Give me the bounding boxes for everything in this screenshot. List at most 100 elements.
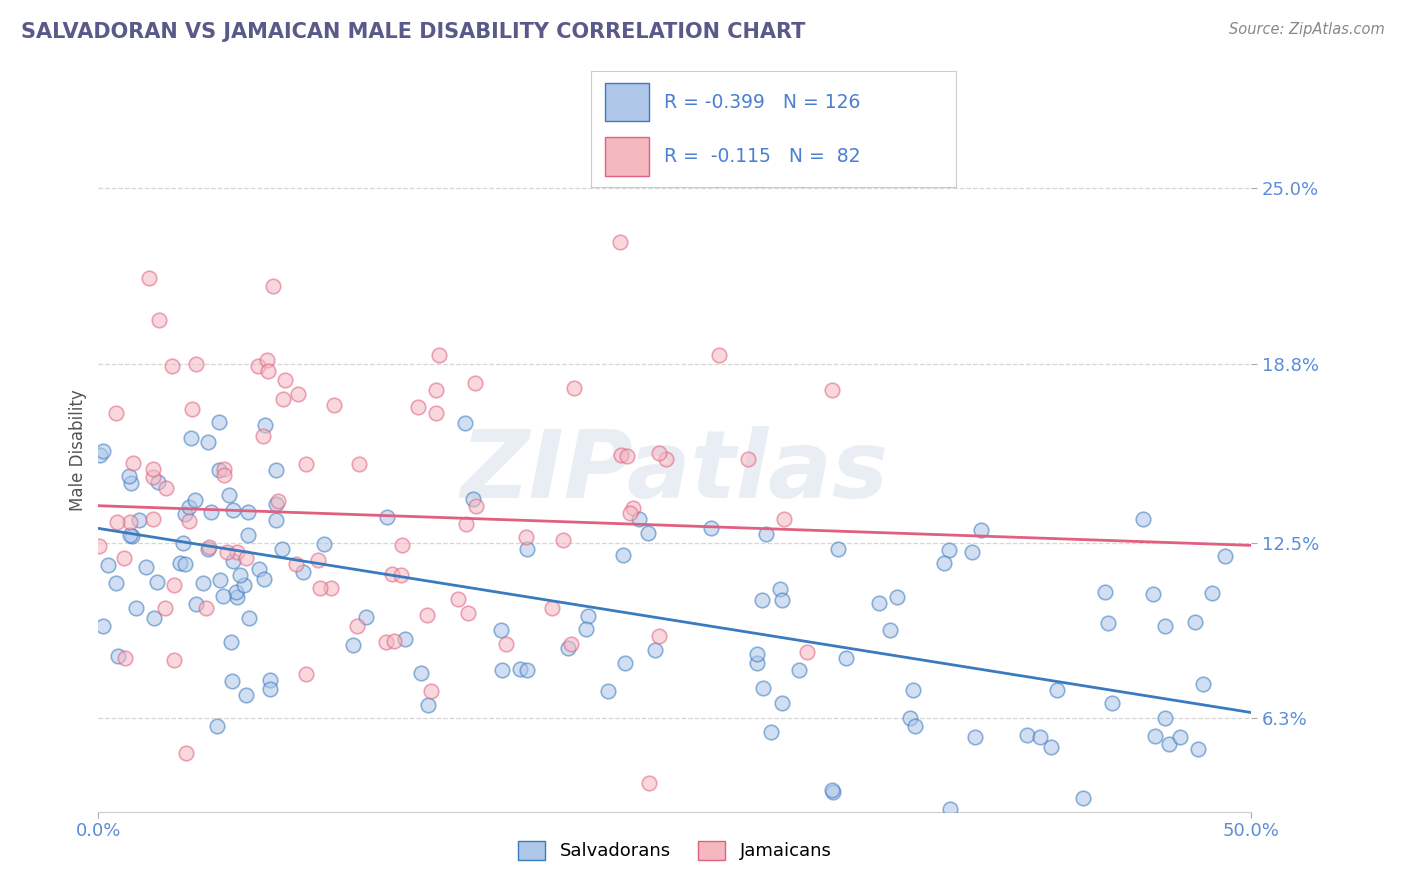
Point (233, 578, 256, 592)
Point (186, 357, 208, 371)
Point (375, 635, 398, 649)
Point (271, 392, 294, 407)
Point (516, 541, 538, 556)
Point (197, 541, 219, 556)
Point (236, 505, 259, 519)
Point (391, 537, 413, 551)
Point (1215, 549, 1237, 563)
Point (87, 540, 110, 554)
Point (1142, 587, 1164, 601)
Point (447, 592, 470, 607)
Text: ZIPatlas: ZIPatlas (461, 426, 889, 518)
Point (284, 557, 307, 571)
Point (256, 352, 278, 367)
Point (314, 537, 336, 551)
Point (179, 514, 201, 528)
Point (621, 500, 644, 515)
Point (205, 719, 228, 733)
Point (214, 462, 236, 476)
Point (186, 597, 208, 611)
Point (225, 585, 247, 599)
Point (194, 601, 217, 615)
Point (142, 611, 165, 625)
Point (745, 656, 768, 670)
Point (827, 542, 849, 557)
Point (163, 653, 186, 667)
Point (619, 506, 641, 520)
Point (267, 493, 290, 508)
Point (105, 515, 128, 529)
Point (128, 513, 150, 527)
Point (222, 503, 245, 517)
Point (1191, 676, 1213, 690)
Point (1154, 619, 1177, 633)
Point (142, 469, 165, 483)
Point (562, 381, 585, 395)
Text: R = -0.399   N = 126: R = -0.399 N = 126 (664, 93, 860, 112)
Point (751, 593, 773, 607)
Point (266, 463, 288, 477)
Point (91, 443, 114, 458)
Point (1159, 737, 1181, 751)
Point (107, 648, 129, 663)
Point (821, 783, 844, 797)
Point (146, 575, 169, 590)
Point (1168, 730, 1191, 744)
Point (221, 673, 243, 688)
Point (540, 601, 562, 615)
Point (515, 530, 537, 544)
Point (1201, 586, 1223, 600)
Point (963, 731, 986, 745)
Point (1097, 616, 1119, 631)
Point (247, 359, 270, 373)
Point (960, 545, 983, 559)
Point (266, 497, 288, 511)
Point (557, 641, 579, 656)
Point (262, 279, 284, 293)
Point (491, 623, 513, 637)
Point (208, 463, 231, 477)
Point (375, 510, 398, 524)
Point (180, 431, 202, 445)
Point (160, 359, 183, 373)
Y-axis label: Male Disability: Male Disability (69, 390, 87, 511)
Point (236, 527, 259, 541)
Point (191, 576, 214, 591)
Point (419, 683, 441, 698)
Point (1017, 728, 1039, 742)
Point (104, 406, 127, 420)
Point (796, 645, 818, 659)
Point (321, 581, 343, 595)
Point (772, 593, 794, 607)
Point (411, 665, 433, 680)
Point (208, 415, 231, 429)
Point (274, 373, 297, 387)
Point (169, 556, 191, 570)
Point (252, 429, 274, 443)
Point (342, 638, 364, 652)
Point (307, 553, 329, 567)
Point (125, 601, 148, 615)
Point (229, 568, 252, 582)
Point (1154, 711, 1177, 725)
Point (835, 651, 858, 665)
Point (509, 662, 531, 676)
Point (394, 632, 416, 646)
Point (235, 688, 257, 702)
Point (346, 619, 368, 633)
Point (1029, 730, 1052, 744)
Point (655, 452, 678, 467)
Legend: Salvadorans, Jamaicans: Salvadorans, Jamaicans (512, 834, 838, 868)
Point (823, 785, 845, 799)
Point (578, 608, 600, 623)
Point (1046, 683, 1069, 698)
Point (264, 513, 287, 527)
Point (122, 456, 145, 470)
Point (648, 446, 671, 460)
Point (560, 637, 582, 651)
Point (903, 682, 925, 697)
Point (225, 591, 247, 605)
Point (181, 402, 204, 417)
Point (208, 573, 231, 587)
Point (121, 529, 143, 543)
